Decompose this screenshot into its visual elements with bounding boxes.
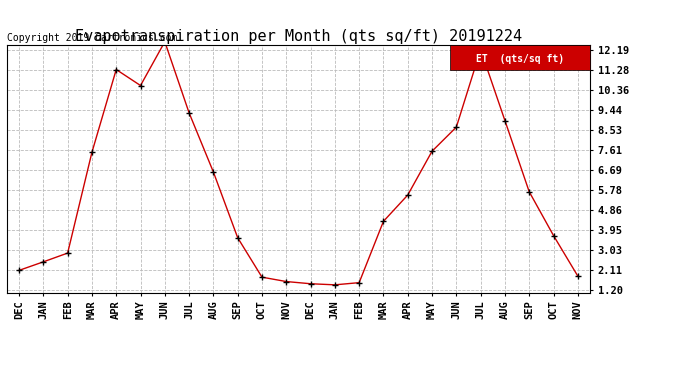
FancyBboxPatch shape	[450, 45, 590, 70]
Title: Evapotranspiration per Month (qts sq/ft) 20191224: Evapotranspiration per Month (qts sq/ft)…	[75, 29, 522, 44]
Text: Copyright 2019 Cartronics.com: Copyright 2019 Cartronics.com	[7, 33, 177, 42]
Text: ET  (qts/sq ft): ET (qts/sq ft)	[476, 54, 564, 64]
